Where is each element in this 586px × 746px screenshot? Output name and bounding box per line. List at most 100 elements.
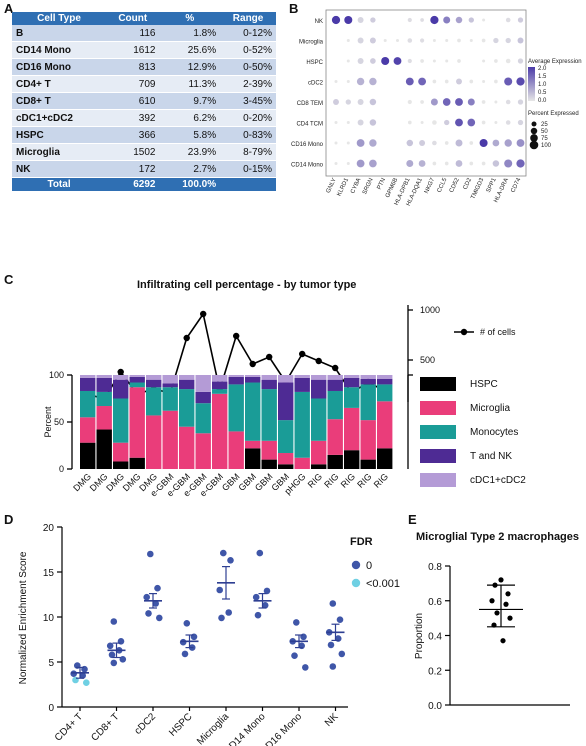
- stacked-bar-segment: [311, 375, 327, 380]
- header-cell-type: Cell Type: [12, 12, 107, 25]
- stacked-bar-segment: [360, 384, 376, 421]
- expression-dot: [517, 119, 524, 126]
- nes-point: [108, 651, 116, 659]
- expression-dot: [381, 56, 390, 66]
- expression-dot: [407, 120, 412, 125]
- proportion-tick-label: 0.2: [428, 666, 442, 677]
- macrophage-chart: 0.0 0.2 0.4 0.6 0.8 Proportion: [414, 562, 570, 712]
- stacked-bar-segment: [195, 391, 211, 404]
- proportion-point: [491, 622, 497, 628]
- expression-dot: [369, 77, 377, 86]
- count-cell: 392: [106, 109, 160, 127]
- stacked-bar-segment: [228, 375, 244, 377]
- size-tick: 25: [541, 122, 548, 128]
- nes-point: [216, 586, 223, 594]
- expression-dot: [469, 161, 474, 166]
- stacked-bar-segment: [327, 390, 343, 420]
- row-label: cDC2: [308, 81, 324, 87]
- nes-point: [329, 663, 337, 670]
- expression-dot: [455, 98, 463, 106]
- stacked-bar-segment: [162, 410, 178, 469]
- percent-axis-label: Percent: [43, 406, 53, 438]
- expression-dot: [369, 139, 377, 147]
- stacked-bar-segment: [294, 391, 310, 458]
- percent-axis-tick-label: 50: [54, 417, 64, 427]
- stacked-bar-segment: [377, 375, 393, 379]
- expression-dot: [482, 18, 486, 22]
- nes-point: [183, 620, 191, 627]
- cell-type-cell: NK: [12, 160, 107, 178]
- gene-label: CD52: [449, 177, 461, 194]
- stacked-bar-segment: [360, 375, 376, 379]
- nes-axis-label: Normalized Enrichment Score: [18, 551, 29, 684]
- expression-dot: [493, 37, 499, 44]
- expression-dot: [420, 100, 424, 104]
- stacked-bar-segment: [327, 419, 343, 455]
- stacked-bar-segment: [261, 389, 277, 441]
- percent-cell: 12.9%: [159, 58, 221, 76]
- tumor-type-label: RIG: [306, 471, 324, 489]
- panel-label-a: A: [4, 1, 14, 16]
- expression-dot: [346, 141, 350, 145]
- stacked-bar-segment: [179, 426, 195, 469]
- panel-label-d: D: [4, 512, 14, 527]
- cell-count-point: [266, 353, 273, 361]
- expression-dot: [407, 17, 412, 23]
- row-label: HSPC: [306, 60, 323, 66]
- nes-point: [147, 550, 154, 558]
- row-label: CD8 TEM: [297, 101, 323, 107]
- enrichment-category-label: CD4+ T: [53, 711, 85, 743]
- expression-dot: [481, 120, 486, 125]
- expression-dot: [331, 15, 341, 25]
- percent-cell: 25.6%: [159, 41, 221, 59]
- count-cell: 116: [106, 25, 160, 42]
- legend-label: Monocytes: [470, 427, 518, 438]
- nes-point: [338, 650, 346, 658]
- stacked-bar-segment: [294, 377, 310, 392]
- proportion-point: [494, 610, 500, 616]
- proportion-point: [503, 601, 509, 607]
- table-row: CD4+ T 709 11.3% 2-39%: [12, 75, 276, 93]
- expression-dot: [333, 99, 339, 105]
- count-cell: 366: [106, 126, 160, 144]
- expression-dot: [445, 39, 449, 42]
- stacked-bar-segment: [311, 379, 327, 399]
- expression-dot: [467, 98, 475, 106]
- proportion-tick-label: 0.8: [428, 562, 442, 573]
- stacked-bar-segment: [80, 375, 96, 378]
- stacked-bar-segment: [261, 459, 277, 469]
- expression-dot: [444, 161, 449, 166]
- enrichment-category-label: NK: [323, 711, 341, 729]
- cell-type-cell: CD4+ T: [12, 75, 107, 93]
- percent-cell: 11.3%: [159, 75, 221, 93]
- line-axis-tick-label: 500: [420, 355, 435, 365]
- color-tick: 1.5: [538, 74, 547, 80]
- row-label: CD16 Mono: [291, 142, 324, 148]
- cell-type-cell: HSPC: [12, 126, 107, 144]
- nes-point: [154, 584, 161, 592]
- expression-dot: [505, 58, 511, 64]
- expression-dot: [420, 18, 424, 22]
- stacked-bar-segment: [212, 389, 228, 394]
- nes-tick-label: 15: [43, 568, 55, 579]
- expression-dot: [443, 16, 451, 24]
- expression-dot: [334, 80, 338, 83]
- legend-swatch: [420, 449, 456, 463]
- tumor-type-label: DMG: [71, 471, 93, 493]
- total-count: 6292: [106, 177, 160, 192]
- nes-point: [261, 602, 269, 609]
- size-legend-dot: [529, 140, 539, 150]
- nes-point: [218, 614, 225, 622]
- expression-dot: [370, 17, 376, 23]
- stacked-bar-segment: [96, 391, 112, 407]
- expression-dot: [517, 37, 524, 44]
- expression-dot: [356, 159, 365, 168]
- gene-label: KLRD1: [336, 177, 350, 198]
- stacked-bar-segment: [228, 376, 244, 385]
- nes-point: [327, 641, 335, 649]
- expression-dot: [481, 100, 486, 104]
- expression-dot: [504, 139, 512, 147]
- stacked-bar-segment: [228, 384, 244, 432]
- expression-dot: [505, 120, 511, 125]
- proportion-tick-label: 0.4: [428, 632, 442, 643]
